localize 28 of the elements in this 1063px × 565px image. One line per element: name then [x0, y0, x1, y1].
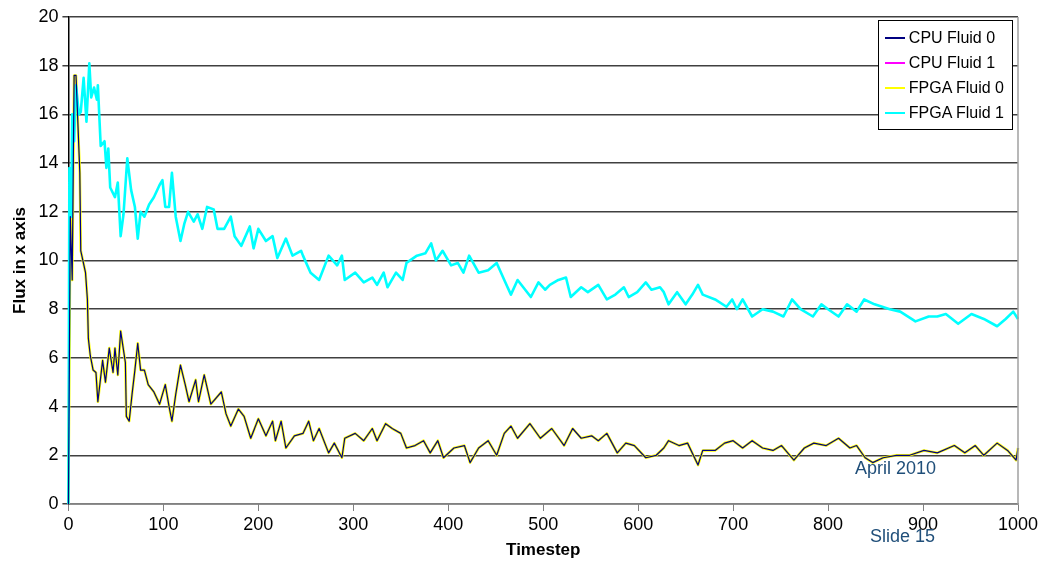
y-tick-label: 20 [38, 5, 59, 26]
y-axis-title: Flux in x axis [9, 207, 29, 314]
y-tick-label: 12 [38, 200, 59, 221]
x-tick-label: 400 [433, 513, 464, 534]
x-tick-label: 600 [623, 513, 654, 534]
y-tick-label: 2 [48, 444, 59, 465]
annotation: April 2010 [855, 458, 937, 479]
y-tick-label: 18 [38, 54, 59, 75]
x-tick-label: 300 [338, 513, 369, 534]
y-tick-label: 8 [48, 298, 59, 319]
x-tick-label: 1000 [997, 513, 1039, 534]
legend-label: FPGA Fluid 0 [908, 78, 1004, 98]
y-tick-label: 6 [48, 346, 59, 367]
x-tick-label: 0 [63, 513, 74, 534]
y-tick-label: 10 [38, 249, 59, 270]
x-tick-label: 800 [813, 513, 844, 534]
legend-label: CPU Fluid 0 [908, 28, 996, 48]
x-tick-label: 100 [148, 513, 179, 534]
y-tick-label: 16 [38, 103, 59, 124]
x-tick-label: 500 [528, 513, 559, 534]
x-tick-label: 700 [718, 513, 749, 534]
legend-label: CPU Fluid 1 [908, 53, 996, 73]
legend-label: FPGA Fluid 1 [908, 103, 1004, 123]
y-tick-label: 0 [48, 492, 59, 513]
x-tick-label: 200 [243, 513, 274, 534]
x-axis-title: Timestep [506, 540, 581, 560]
y-tick-label: 14 [38, 152, 59, 173]
y-tick-label: 4 [48, 395, 59, 416]
